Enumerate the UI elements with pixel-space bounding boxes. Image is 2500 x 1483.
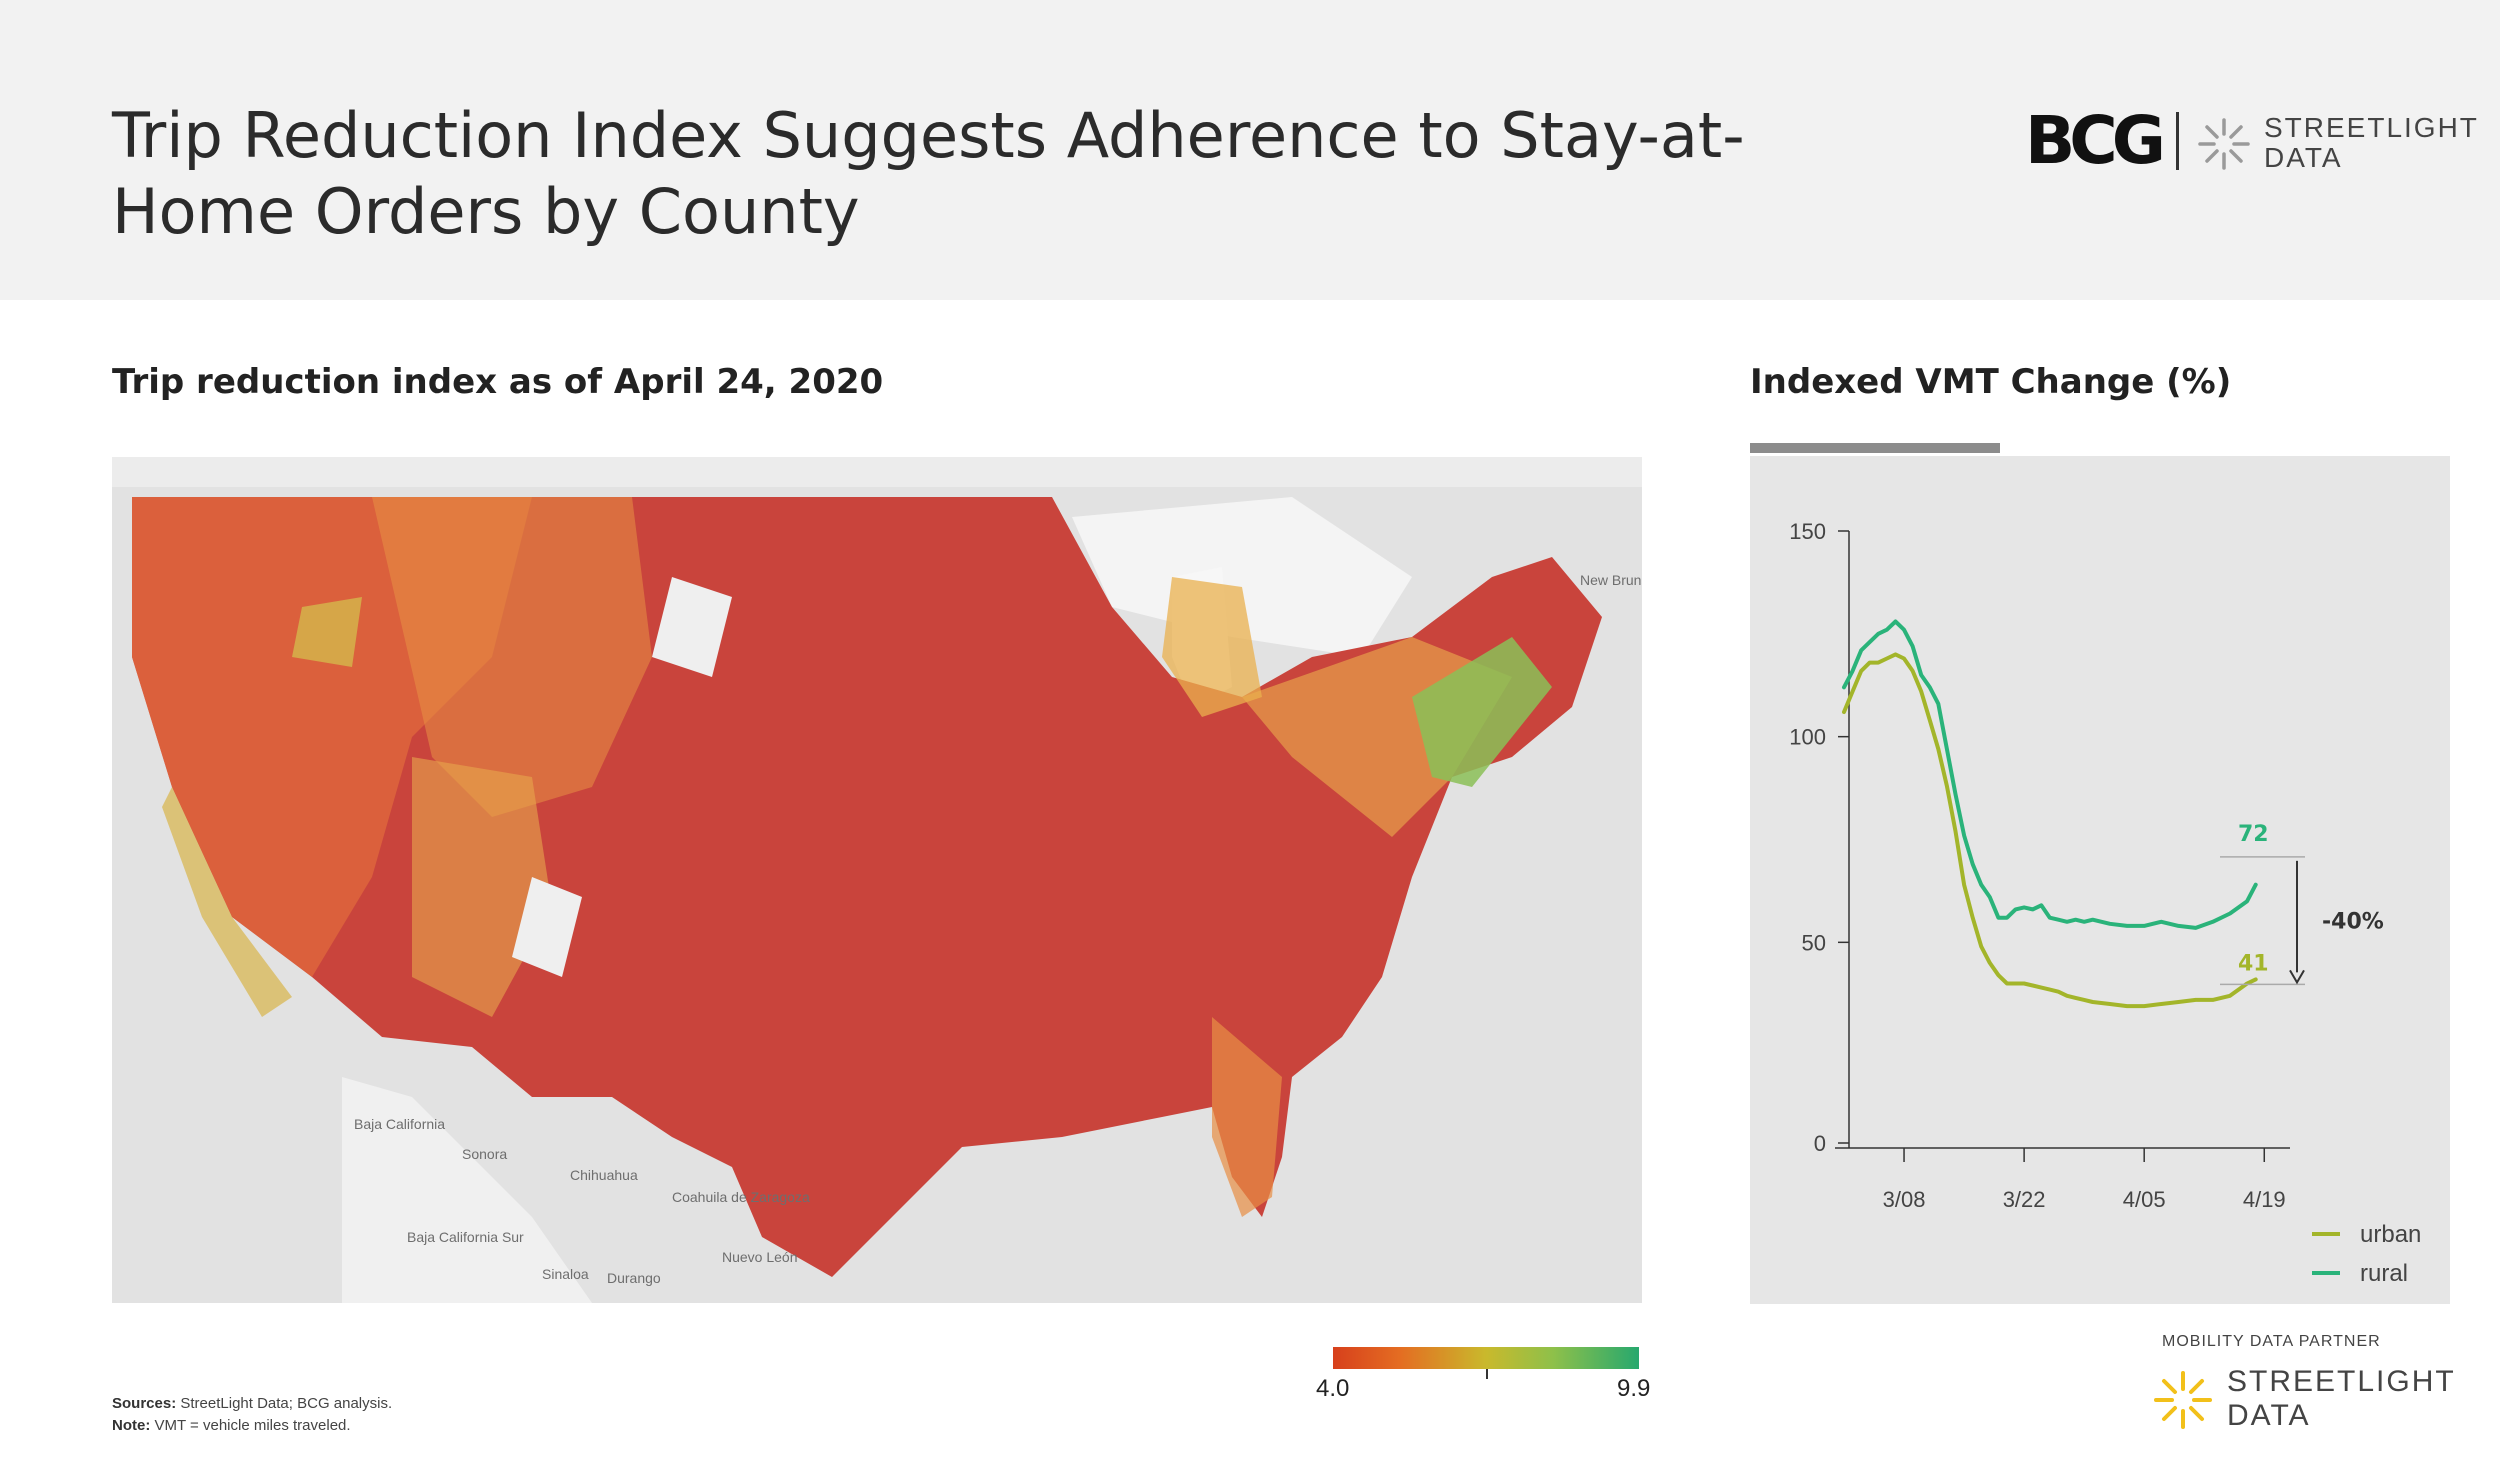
streetlight-burst-icon <box>2198 118 2250 170</box>
note-label: Note: <box>112 1417 151 1434</box>
vmt-line-chart: 0 50 100 150 3/08 3/22 4/05 4/19 72 41 -40% urba… <box>1789 519 2421 1287</box>
legend-label-rural: rural <box>2360 1260 2408 1287</box>
chart-section-title: Indexed VMT Change (%) <box>1750 362 2232 402</box>
bcg-logo: BCG <box>2025 102 2166 179</box>
y-axis-ticks: 0 50 100 150 <box>1789 519 1849 1156</box>
streetlight-wordmark-footer: STREETLIGHT <box>2227 1365 2456 1398</box>
x-tick-label: 3/22 <box>2003 1187 2046 1212</box>
northeast-corridor <box>1412 637 1552 787</box>
streetlight-wordmark-data-footer: DATA <box>2227 1399 2311 1432</box>
x-tick-label: 3/08 <box>1883 1187 1926 1212</box>
y-tick-label: 0 <box>1814 1131 1826 1156</box>
label-durango: Durango <box>607 1270 661 1286</box>
logo-divider <box>2176 112 2179 170</box>
label-chihuahua: Chihuahua <box>570 1167 638 1183</box>
label-sonora: Sonora <box>462 1146 507 1162</box>
header-band <box>0 0 2500 300</box>
vmt-chart-panel: 0 50 100 150 3/08 3/22 4/05 4/19 72 41 -40% urba… <box>1750 456 2450 1304</box>
mobility-partner-label: MOBILITY DATA PARTNER <box>2162 1333 2381 1350</box>
sources-text: StreetLight Data; BCG analysis. <box>180 1395 393 1412</box>
label-baja-california-sur: Baja California Sur <box>407 1229 524 1245</box>
great-lakes-area <box>1072 497 1412 657</box>
canada-strip <box>112 457 1642 487</box>
idaho-area <box>292 597 362 667</box>
no-data-area-2 <box>512 877 582 977</box>
sources-note: Sources: StreetLight Data; BCG analysis.… <box>112 1393 392 1437</box>
chart-series <box>1842 619 2258 1009</box>
streetlight-logo-footer: STREETLIGHT DATA <box>2152 1365 2472 1445</box>
note-text: VMT = vehicle miles traveled. <box>154 1417 351 1434</box>
sources-label: Sources: <box>112 1395 177 1412</box>
label-sinaloa: Sinaloa <box>542 1266 589 1282</box>
streetlight-logo-header: STREETLIGHT DATA <box>2196 112 2496 176</box>
legend-max-label: 9.9 <box>1617 1375 1651 1402</box>
change-arrow-head <box>2289 969 2305 985</box>
x-tick-label: 4/05 <box>2123 1187 2166 1212</box>
label-new-brunswick: New Brunsw <box>1580 572 1642 588</box>
label-nuevo-leon: Nuevo León <box>722 1249 798 1265</box>
no-data-area <box>652 577 732 677</box>
page-title: Trip Reduction Index Suggests Adherence … <box>112 99 1745 248</box>
us-counties <box>132 497 1602 1277</box>
change-percent-label: -40% <box>2322 910 2384 935</box>
map-place-labels: Baja California Sonora Chihuahua Coahuil… <box>354 572 1642 1286</box>
x-tick-label: 4/19 <box>2243 1187 2286 1212</box>
map-section-title: Trip reduction index as of April 24, 202… <box>112 362 884 402</box>
x-axis-ticks: 3/08 3/22 4/05 4/19 <box>1883 1148 2286 1212</box>
rural-end-label: 72 <box>2238 822 2269 847</box>
chart-axes <box>1835 531 2290 1149</box>
county-map-svg: Baja California Sonora Chihuahua Coahuil… <box>112 457 1642 1303</box>
california-coast <box>162 787 292 1017</box>
chart-accent-bar <box>1750 443 2000 453</box>
series-line-rural <box>1842 619 2258 930</box>
streetlight-wordmark-data: DATA <box>2264 142 2343 173</box>
legend-mid-tick <box>1486 1369 1488 1379</box>
legend-min-label: 4.0 <box>1316 1375 1350 1402</box>
streetlight-wordmark: STREETLIGHT <box>2264 112 2479 143</box>
chart-legend: urban rural <box>2312 1221 2421 1287</box>
label-coahuila: Coahuila de Zaragoza <box>672 1189 810 1205</box>
series-line-urban <box>1842 652 2258 1009</box>
florida-region <box>1212 1017 1282 1217</box>
streetlight-burst-icon-yellow <box>2154 1371 2212 1429</box>
mountain-region <box>372 497 652 817</box>
y-tick-label: 100 <box>1789 725 1826 750</box>
color-scale-legend <box>1333 1347 1639 1369</box>
label-baja-california: Baja California <box>354 1116 445 1132</box>
mexico-area <box>342 1077 592 1303</box>
urban-end-label: 41 <box>2238 951 2269 976</box>
michigan-region <box>1162 577 1262 717</box>
county-map: Baja California Sonora Chihuahua Coahuil… <box>112 457 1642 1303</box>
y-tick-label: 50 <box>1802 930 1826 955</box>
chart-annotations: 72 41 -40% <box>2220 822 2384 986</box>
y-tick-label: 150 <box>1789 519 1826 544</box>
legend-label-urban: urban <box>2360 1221 2421 1248</box>
